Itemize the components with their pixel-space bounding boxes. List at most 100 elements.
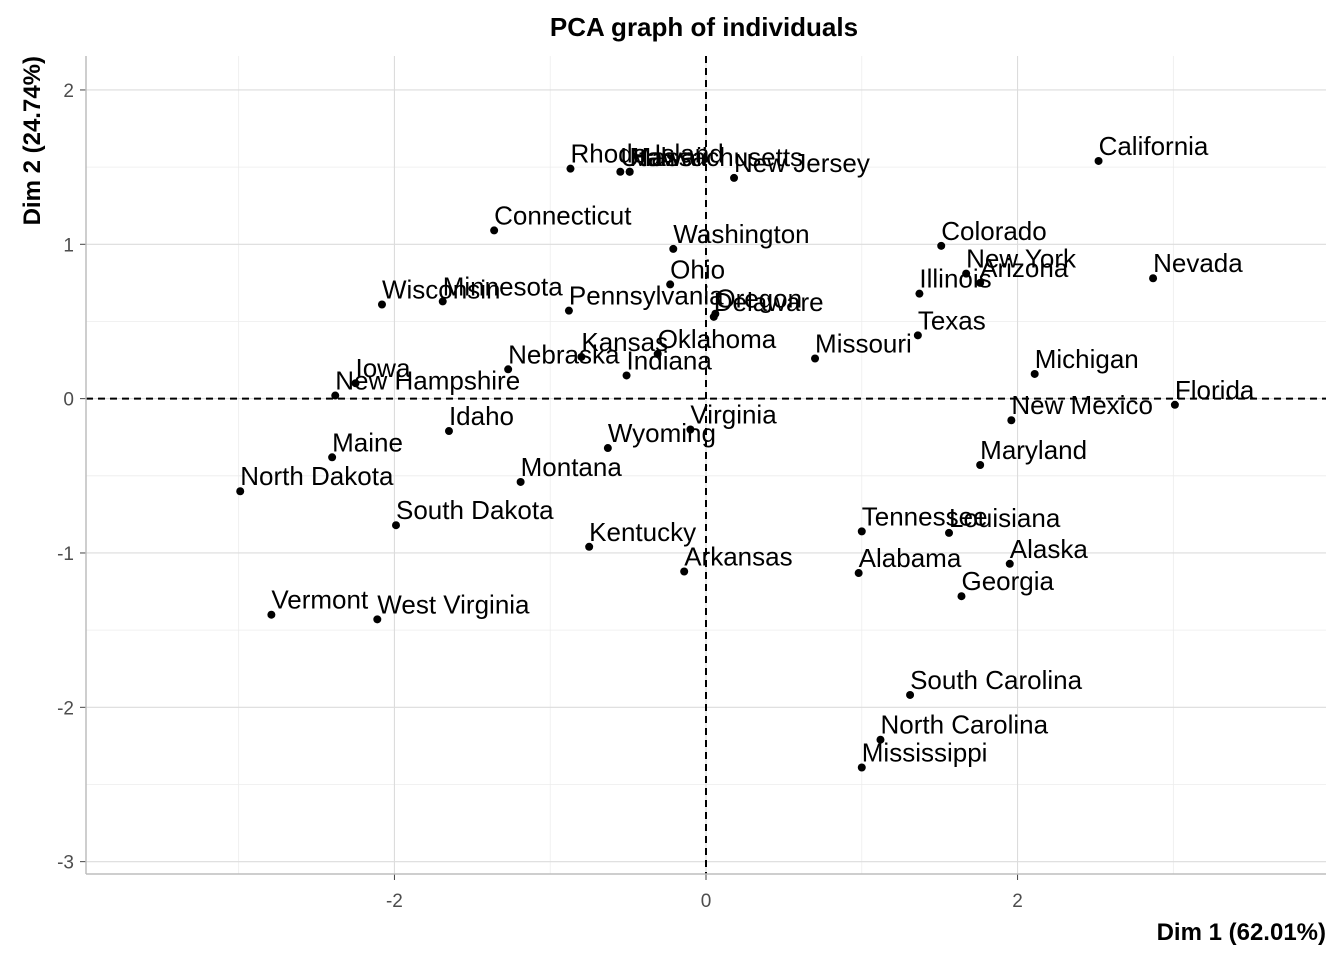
point-label: Delaware [714,287,824,317]
point-labels: Alabama Alaska Arizona Arkansas California Co… [240,131,1255,768]
point-label: North Carolina [880,710,1048,740]
point-label: Nevada [1153,248,1243,278]
point-label: Oklahoma [658,324,777,354]
data-point [857,763,866,772]
point-label: Michigan [1035,344,1139,374]
data-point [666,280,675,289]
data-point [577,352,586,361]
point-label: New Hampshire [335,366,520,396]
data-point [1005,559,1014,568]
data-point [915,289,924,298]
y-tick-label: -2 [57,698,74,719]
data-point [351,379,360,388]
chart-title: PCA graph of individuals [550,12,858,42]
point-label: Arkansas [684,541,792,571]
data-point [566,164,575,173]
data-point [1030,369,1039,378]
data-point [653,349,662,358]
point-label: Illinois [919,264,991,294]
point-label: Tennessee [862,501,988,531]
data-point [504,365,513,374]
point-label: Utah [620,142,675,172]
data-point [811,354,820,363]
data-point [976,278,985,287]
data-point [1149,274,1158,283]
y-tick-label: -1 [57,544,74,565]
data-point [680,567,689,576]
point-label: New Jersey [734,148,870,178]
data-point [876,735,885,744]
data-point [490,226,499,235]
point-label: Ohio [670,254,725,284]
data-point [444,427,453,436]
reference-lines [86,56,1326,874]
data-point [585,542,594,551]
point-label: Kentucky [589,517,696,547]
point-label: Wyoming [608,418,716,448]
point-label: Colorado [941,216,1047,246]
point-label: New York [966,244,1077,274]
x-tick-label: 0 [701,891,712,912]
data-point [686,425,695,434]
data-point [373,615,382,624]
data-point [564,306,573,315]
data-point [328,453,337,462]
point-label: Massachusetts [630,142,803,172]
point-label: South Carolina [910,665,1083,695]
data-point [392,521,400,530]
point-label: Idaho [449,401,514,431]
data-point [331,391,340,400]
point-label: Alabama [859,543,962,573]
data-point [1007,416,1016,425]
data-point [267,610,276,619]
data-point [516,477,525,486]
point-label: Mississippi [862,738,988,768]
point-label: Maine [332,427,403,457]
point-label: Wisconsin [382,274,500,304]
data-point [976,461,985,469]
y-tick-label: 1 [63,235,74,256]
point-label: California [1099,131,1209,161]
data-point [906,690,915,699]
data-point [937,241,946,250]
data-point [857,527,866,536]
data-point [603,444,612,453]
point-label: Rhode Island [570,139,723,169]
data-points [236,156,1179,772]
point-label: New Mexico [1011,390,1153,420]
point-label: Florida [1175,375,1255,405]
y-tick-label: -3 [57,853,74,874]
data-point [1170,400,1179,409]
point-label: Indiana [627,345,713,375]
data-point [945,528,954,537]
y-axis-title: Dim 2 (24.74%) [19,56,46,225]
point-label: South Dakota [396,495,554,525]
point-label: Hawaii [630,142,708,172]
point-label: Alaska [1010,534,1089,564]
point-label: West Virginia [377,589,530,619]
point-label: Texas [918,305,986,335]
point-label: Arizona [980,253,1069,283]
data-point [711,309,720,318]
data-point [957,592,966,601]
data-point [730,173,739,182]
point-label: Oregon [715,284,802,314]
point-label: Nebraska [508,339,620,369]
point-label: Washington [673,219,809,249]
point-label: Missouri [815,329,912,359]
y-tick-label: 0 [63,390,74,411]
point-label: Vermont [271,585,369,615]
point-label: Kansas [581,327,668,357]
data-point [625,167,634,176]
data-point [622,371,631,380]
data-point [236,487,245,496]
data-point [377,300,386,309]
point-label: Iowa [355,353,410,383]
data-point [1094,156,1103,165]
data-point [616,167,625,176]
x-tick-label: 2 [1012,891,1023,912]
x-axis-title: Dim 1 (62.01%) [1157,919,1326,946]
point-label: Georgia [961,566,1054,596]
point-label: Connecticut [494,200,632,230]
